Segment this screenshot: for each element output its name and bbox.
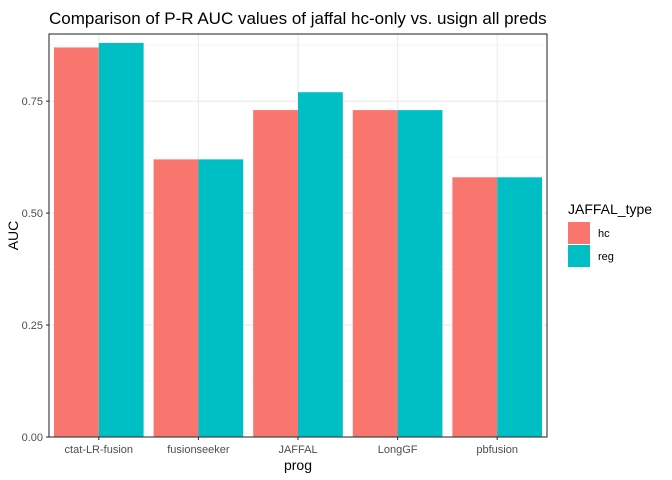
legend-key-reg — [568, 245, 590, 267]
y-axis-title: AUC — [5, 221, 21, 251]
y-tick-label: 0.00 — [22, 432, 43, 444]
x-tick-label: fusionseeker — [167, 444, 230, 456]
legend: JAFFAL_type hc reg — [568, 201, 652, 267]
chart-title: Comparison of P-R AUC values of jaffal h… — [49, 9, 547, 28]
bar-reg-pbfusion — [497, 177, 543, 438]
legend-key-hc — [568, 222, 590, 244]
bar-reg-fusionseeker — [198, 159, 244, 437]
legend-label-hc: hc — [598, 228, 610, 240]
x-axis-title: prog — [284, 457, 312, 473]
bar-hc-LongGF — [352, 110, 398, 437]
x-tick-label: LongGF — [378, 444, 418, 456]
legend-title: JAFFAL_type — [568, 201, 652, 217]
bar-hc-JAFFAL — [253, 110, 298, 437]
bar-reg-JAFFAL — [298, 92, 343, 437]
bar-hc-fusionseeker — [153, 159, 199, 437]
bar-reg-ctat-LR-fusion — [98, 42, 144, 437]
x-tick-label: pbfusion — [476, 444, 518, 456]
bar-hc-ctat-LR-fusion — [53, 47, 99, 437]
legend-label-reg: reg — [598, 251, 614, 263]
y-tick-label: 0.75 — [22, 96, 43, 108]
x-tick-label: ctat-LR-fusion — [65, 444, 133, 456]
bar-hc-pbfusion — [452, 177, 498, 438]
y-tick-label: 0.25 — [22, 320, 43, 332]
y-tick-label: 0.50 — [22, 208, 43, 220]
plot-panel — [48, 33, 548, 438]
x-tick-label: JAFFAL — [278, 444, 317, 456]
bar-reg-LongGF — [397, 110, 443, 437]
